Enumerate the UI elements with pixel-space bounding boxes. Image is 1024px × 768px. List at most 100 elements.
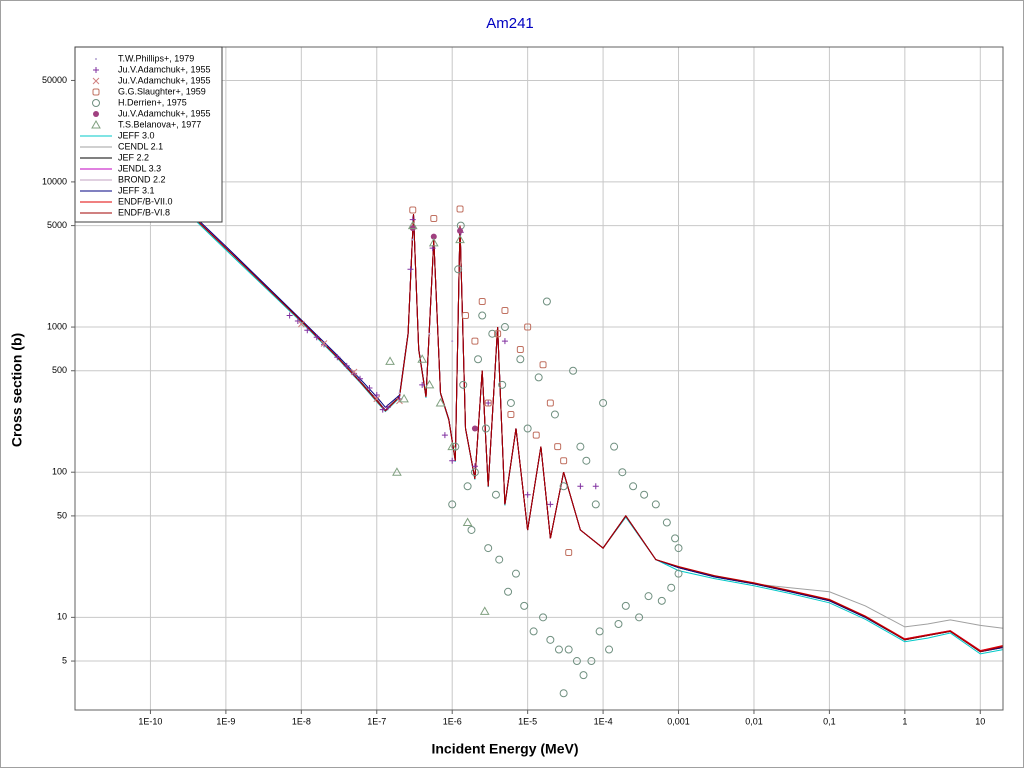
data-point xyxy=(481,424,490,433)
data-point xyxy=(554,645,563,654)
data-point xyxy=(500,323,509,332)
data-point xyxy=(485,399,492,406)
data-point xyxy=(504,587,513,596)
data-point xyxy=(313,334,320,341)
chart-title: Am241 xyxy=(486,15,534,32)
y-tick-label: 1000 xyxy=(47,321,67,331)
data-point xyxy=(511,569,520,578)
data-point xyxy=(539,613,548,622)
data-point xyxy=(564,645,573,654)
data-point xyxy=(546,635,555,644)
y-tick-label: 50000 xyxy=(42,75,67,85)
y-tick-label: 5 xyxy=(62,655,67,665)
legend-label: JEFF 3.1 xyxy=(118,185,155,195)
x-tick-label: 1E-9 xyxy=(216,716,235,726)
data-point xyxy=(334,354,341,361)
legend-swatch xyxy=(92,99,100,107)
data-point xyxy=(447,441,458,451)
data-point xyxy=(455,234,465,244)
data-point xyxy=(501,338,508,345)
data-point xyxy=(385,356,395,365)
data-point xyxy=(507,410,515,418)
data-point xyxy=(379,406,386,413)
data-point xyxy=(494,330,502,338)
data-point xyxy=(471,425,478,432)
data-point xyxy=(449,457,456,464)
x-tick-label: 1 xyxy=(902,716,907,726)
data-point xyxy=(297,320,305,328)
legend-label: CENDL 2.1 xyxy=(118,141,163,151)
legend-label: JEF 2.2 xyxy=(118,152,149,162)
y-tick-label: 10000 xyxy=(42,176,67,186)
data-point xyxy=(532,431,540,439)
data-point xyxy=(610,442,619,451)
legend-label: G.G.Slaughter+, 1959 xyxy=(118,86,206,96)
data-point xyxy=(430,233,437,240)
data-point xyxy=(554,443,562,451)
legend-swatch xyxy=(93,67,99,73)
data-point xyxy=(417,354,428,363)
data-point xyxy=(550,410,559,419)
data-point xyxy=(491,490,500,499)
legend-label: Ju.V.Adamchuk+, 1955 xyxy=(118,64,210,74)
data-point xyxy=(321,341,328,348)
y-tick-label: 5000 xyxy=(47,220,67,230)
data-point xyxy=(478,311,487,320)
x-tick-label: 0,01 xyxy=(745,716,763,726)
data-point xyxy=(516,355,525,364)
data-point xyxy=(539,361,547,369)
legend-label: ENDF/B-VII.0 xyxy=(118,196,173,206)
data-point xyxy=(576,442,585,451)
data-point xyxy=(495,555,504,564)
data-point xyxy=(657,596,666,605)
x-tick-label: 0,001 xyxy=(667,716,690,726)
x-axis-label: Incident Energy (MeV) xyxy=(431,741,578,757)
x-tick-label: 1E-5 xyxy=(518,716,537,726)
data-point xyxy=(547,501,554,508)
data-point xyxy=(559,689,568,698)
data-point xyxy=(484,399,492,407)
data-point xyxy=(662,518,671,527)
data-point xyxy=(587,657,596,666)
data-point xyxy=(456,205,464,213)
data-point xyxy=(651,500,660,509)
data-point xyxy=(644,592,653,601)
data-point xyxy=(474,355,483,364)
data-point xyxy=(579,671,588,680)
data-point xyxy=(565,548,573,556)
data-point xyxy=(373,395,381,403)
y-tick-label: 50 xyxy=(57,510,67,520)
data-point xyxy=(454,265,463,274)
data-point xyxy=(461,312,469,320)
data-point xyxy=(667,583,676,592)
data-point xyxy=(419,381,426,388)
data-point xyxy=(520,601,529,610)
data-point xyxy=(516,346,524,354)
data-point xyxy=(357,375,364,382)
data-point xyxy=(451,340,454,343)
data-point xyxy=(441,432,448,439)
data-point xyxy=(343,362,350,369)
data-point xyxy=(534,373,543,382)
data-point xyxy=(501,307,509,315)
legend-label: H.Derrien+, 1975 xyxy=(118,97,187,107)
data-point xyxy=(428,237,439,247)
x-tick-label: 1E-8 xyxy=(292,716,311,726)
data-point xyxy=(407,220,418,230)
data-point xyxy=(409,206,417,214)
data-point xyxy=(591,500,600,509)
legend-swatch xyxy=(92,77,100,85)
data-point xyxy=(524,323,532,331)
x-tick-label: 1E-6 xyxy=(443,716,462,726)
data-point xyxy=(462,517,473,527)
data-point xyxy=(398,392,401,395)
y-tick-label: 10 xyxy=(57,612,67,622)
grid: 1E-10 1E-9 1E-8 1E-7 1E-6 1E-5 1E-4 0,001 0,01 0,… xyxy=(42,47,1003,726)
data-point xyxy=(674,569,683,578)
data-point xyxy=(621,601,630,610)
legend-box xyxy=(74,46,223,223)
data-point xyxy=(671,534,680,543)
data-point xyxy=(640,490,649,499)
data-point xyxy=(529,627,538,636)
